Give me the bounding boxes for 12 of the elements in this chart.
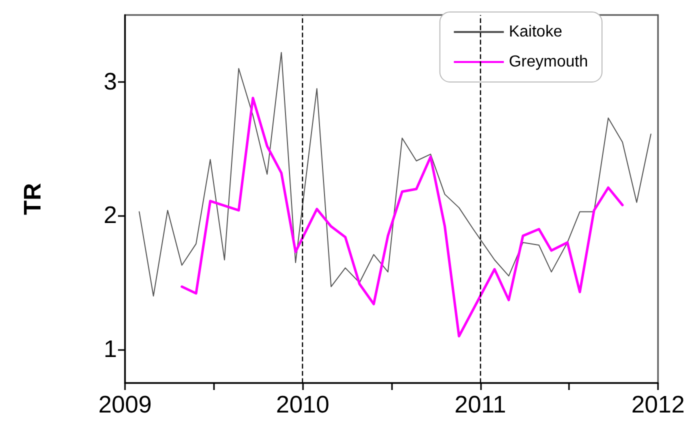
y-tick-label: 2 — [104, 202, 117, 230]
x-tick-label: 2011 — [454, 392, 506, 418]
y-tick-label: 1 — [104, 336, 117, 364]
x-tick-label: 2012 — [631, 392, 685, 418]
line-series — [138, 52, 652, 297]
line-series — [180, 96, 624, 338]
x-tick-label: 2010 — [276, 392, 330, 418]
legend-label: Greymouth — [508, 54, 588, 70]
y-tick-label: 3 — [104, 68, 117, 96]
x-tick-label: 2009 — [98, 392, 152, 418]
y-axis-title: TR — [20, 183, 46, 215]
legend-label: Kaitoke — [508, 24, 562, 40]
